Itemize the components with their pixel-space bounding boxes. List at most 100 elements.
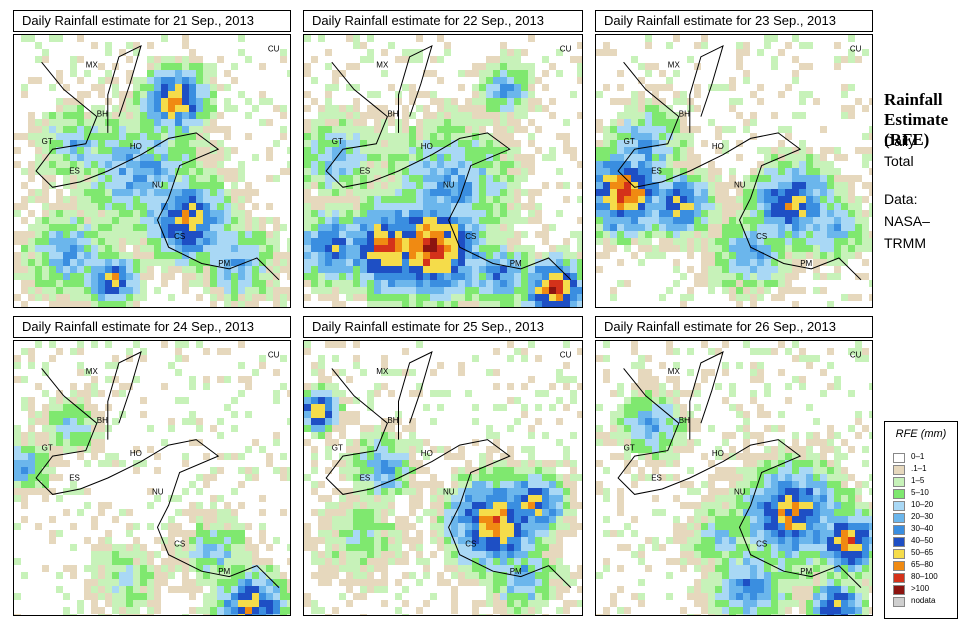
country-label: HO: [421, 142, 433, 151]
country-label: GT: [42, 137, 53, 146]
coastline: [617, 61, 862, 281]
country-label: GT: [332, 444, 343, 453]
panel-title: Daily Rainfall estimate for 24 Sep., 201…: [13, 316, 291, 338]
rainfall-grid: [596, 35, 872, 307]
rainfall-grid: [14, 341, 290, 615]
legend-swatch: [893, 561, 905, 571]
country-label: GT: [332, 137, 343, 146]
period-label-total: Total: [884, 153, 914, 169]
country-label: PM: [218, 259, 230, 268]
country-label: BH: [387, 416, 398, 425]
rainfall-map: MX BH GT HO ES NU CS PM CU: [13, 34, 291, 308]
country-label: ES: [651, 474, 662, 483]
legend-swatch: [893, 525, 905, 535]
legend-swatch: [893, 465, 905, 475]
legend-label: 50–65: [911, 548, 934, 557]
legend-swatch: [893, 477, 905, 487]
country-label: NU: [152, 487, 164, 496]
country-label: NU: [152, 180, 164, 189]
map-panel-24-sep: Daily Rainfall estimate for 24 Sep., 201…: [13, 316, 291, 616]
country-label: CU: [850, 44, 862, 53]
legend-title: RFE (mm): [895, 428, 947, 440]
country-label: MX: [86, 367, 99, 376]
country-label: CS: [756, 232, 767, 241]
country-label: MX: [376, 61, 389, 70]
country-label: HO: [712, 449, 724, 458]
legend-swatch: [893, 585, 905, 595]
panel-title: Daily Rainfall estimate for 23 Sep., 201…: [595, 10, 873, 32]
country-label: CU: [560, 44, 572, 53]
country-label: NU: [734, 180, 746, 189]
country-label: CS: [756, 540, 767, 549]
country-label: BH: [679, 110, 690, 119]
country-label: MX: [668, 367, 681, 376]
legend-swatch: [893, 501, 905, 511]
rainfall-map: MX BH GT HO ES NU CS PM CU: [303, 34, 583, 308]
data-source-label: Data:: [884, 191, 918, 207]
map-panel-23-sep: Daily Rainfall estimate for 23 Sep., 201…: [595, 10, 873, 308]
legend-label: 1–5: [911, 476, 925, 485]
country-label: CS: [465, 232, 476, 241]
yucatan-coastline: [689, 44, 724, 133]
coastline: [325, 61, 572, 281]
period-label-daily: Daily: [884, 133, 916, 149]
data-source-name: TRMM: [884, 235, 926, 251]
country-label: CU: [268, 44, 280, 53]
legend-swatch: [893, 573, 905, 583]
data-source-name: NASA–: [884, 213, 930, 229]
product-title: Rainfall Estimate (RFE): [884, 90, 949, 149]
legend-label: 40–50: [911, 536, 934, 545]
country-label: ES: [69, 167, 80, 176]
country-label: HO: [712, 142, 724, 151]
country-label: GT: [42, 444, 53, 453]
country-label: CU: [268, 350, 280, 359]
legend-label: nodata: [911, 596, 936, 605]
yucatan-coastline: [398, 44, 433, 133]
country-label: GT: [624, 444, 635, 453]
yucatan-coastline: [398, 351, 433, 440]
country-label: CS: [174, 540, 185, 549]
country-label: ES: [69, 474, 80, 483]
rainfall-map: MX BH GT HO ES NU CS PM CU: [595, 34, 873, 308]
coastline: [35, 368, 280, 588]
panel-title: Daily Rainfall estimate for 25 Sep., 201…: [303, 316, 583, 338]
legend-swatch: [893, 597, 905, 607]
country-label: ES: [651, 167, 662, 176]
country-label: PM: [800, 567, 812, 576]
country-label: BH: [97, 416, 108, 425]
country-label: PM: [510, 567, 522, 576]
country-label: CS: [465, 540, 476, 549]
panel-title: Daily Rainfall estimate for 21 Sep., 201…: [13, 10, 291, 32]
country-label: MX: [376, 367, 389, 376]
rainfall-grid: [14, 35, 290, 307]
legend-swatch: [893, 489, 905, 499]
rainfall-map: MX BH GT HO ES NU CS PM CU: [13, 340, 291, 616]
map-panel-21-sep: Daily Rainfall estimate for 21 Sep., 201…: [13, 10, 291, 308]
country-label: MX: [668, 61, 681, 70]
country-label: ES: [360, 167, 371, 176]
country-label: NU: [443, 487, 455, 496]
legend-label: 65–80: [911, 560, 934, 569]
panel-title: Daily Rainfall estimate for 26 Sep., 201…: [595, 316, 873, 338]
legend-swatch: [893, 453, 905, 463]
color-legend: RFE (mm) 0–1 .1–1 1–5 5–10 10–20 20–30 30–40 40…: [884, 421, 958, 619]
rainfall-grid: [596, 341, 872, 615]
legend-label: 20–30: [911, 512, 934, 521]
country-label: BH: [97, 110, 108, 119]
country-label: HO: [130, 449, 142, 458]
legend-label: .1–1: [911, 464, 927, 473]
yucatan-coastline: [107, 351, 142, 440]
rainfall-grid: [304, 35, 582, 307]
yucatan-coastline: [689, 351, 724, 440]
legend-label: >100: [911, 584, 930, 593]
country-label: MX: [86, 61, 99, 70]
legend-label: 30–40: [911, 524, 934, 533]
country-label: CU: [850, 350, 862, 359]
country-label: CU: [560, 350, 572, 359]
coastline: [325, 368, 572, 588]
country-label: PM: [510, 259, 522, 268]
legend-label: 10–20: [911, 500, 934, 509]
country-label: NU: [734, 487, 746, 496]
country-label: HO: [130, 142, 142, 151]
map-panel-25-sep: Daily Rainfall estimate for 25 Sep., 201…: [303, 316, 583, 616]
